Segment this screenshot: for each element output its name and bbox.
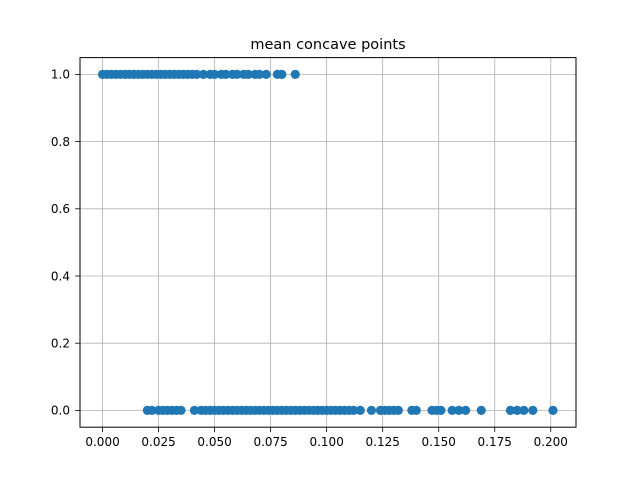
x-tick-label: 0.125 xyxy=(366,435,400,449)
scatter-point xyxy=(189,405,200,415)
x-tick-label: 0.075 xyxy=(253,435,287,449)
x-tick-label: 0.050 xyxy=(197,435,231,449)
scatter-point xyxy=(505,405,516,415)
scatter-point xyxy=(243,69,253,79)
scatter-point xyxy=(147,405,157,415)
x-tick-label: 0.200 xyxy=(534,435,568,449)
y-axis: 0.0 0.2 0.4 0.6 0.8 1.0 xyxy=(51,68,80,418)
scatter-point xyxy=(454,405,464,415)
scatter-point xyxy=(411,405,421,415)
scatter-point xyxy=(436,405,446,415)
y-tick-label: 0.0 xyxy=(51,404,70,418)
scatter-point xyxy=(176,405,186,415)
scatter-point xyxy=(528,405,538,415)
x-tick-label: 0.000 xyxy=(85,435,119,449)
scatter-point xyxy=(348,405,359,415)
data-points xyxy=(97,69,558,415)
chart-title: mean concave points xyxy=(250,37,405,53)
scatter-point xyxy=(198,69,208,79)
scatter-point xyxy=(232,69,242,79)
x-axis: 0.000 0.025 0.050 0.075 0.100 0.125 0.150 0.175… xyxy=(85,427,568,449)
scatter-point xyxy=(548,405,558,415)
scatter-point xyxy=(254,69,265,79)
scatter-point xyxy=(393,405,403,415)
y-tick-label: 0.8 xyxy=(51,135,70,149)
scatter-point xyxy=(476,405,486,415)
y-tick-label: 1.0 xyxy=(51,68,70,82)
scatter-point xyxy=(277,69,287,79)
scatter-point xyxy=(290,69,300,79)
scatter-point xyxy=(192,69,202,79)
scatter-point xyxy=(512,405,522,415)
scatter-point xyxy=(519,405,529,415)
x-tick-label: 0.150 xyxy=(422,435,456,449)
scatter-point xyxy=(461,405,471,415)
scatter-point xyxy=(366,405,377,415)
y-tick-label: 0.2 xyxy=(51,337,70,351)
x-tick-label: 0.025 xyxy=(141,435,175,449)
scatter-point xyxy=(261,69,271,79)
scatter-point xyxy=(210,69,220,79)
x-tick-label: 0.175 xyxy=(478,435,512,449)
y-tick-label: 0.6 xyxy=(51,202,70,216)
scatter-point xyxy=(221,69,231,79)
scatter-point xyxy=(355,405,365,415)
y-tick-label: 0.4 xyxy=(51,269,70,283)
x-tick-label: 0.100 xyxy=(309,435,343,449)
plot-frame xyxy=(79,57,577,428)
scatter-point xyxy=(447,405,457,415)
